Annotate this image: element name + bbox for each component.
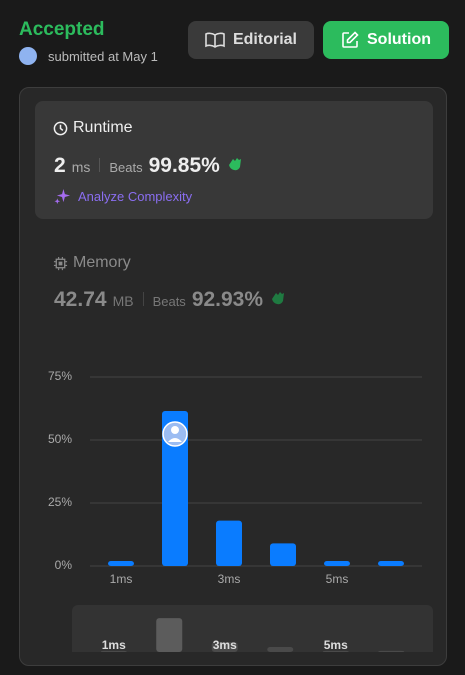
editorial-button[interactable]: Editorial <box>188 21 314 59</box>
editorial-label: Editorial <box>232 31 297 48</box>
analyze-label: Analyze Complexity <box>78 189 193 204</box>
runtime-title: Runtime <box>73 119 133 136</box>
clock-icon <box>53 121 68 135</box>
separator <box>99 158 101 172</box>
chip-icon <box>53 256 68 270</box>
navigator-label: 5ms <box>324 638 348 652</box>
y-tick-label: 50% <box>48 432 72 446</box>
navigator-label: 3ms <box>213 638 237 652</box>
solution-label: Solution <box>367 31 431 48</box>
navigator-bar <box>267 647 294 652</box>
runtime-value: 2 <box>54 154 66 177</box>
bar <box>216 520 242 566</box>
memory-header: Memory <box>53 254 131 272</box>
y-tick-label: 0% <box>55 558 73 572</box>
navigator-bar <box>322 650 349 652</box>
analyze-link[interactable]: Analyze Complexity <box>54 188 192 205</box>
range-navigator[interactable] <box>72 605 433 652</box>
memory-unit: MB <box>112 293 134 309</box>
user-marker-head <box>171 426 179 434</box>
runtime-header: Runtime <box>53 119 133 137</box>
navigator-bar <box>100 650 127 652</box>
separator <box>142 292 144 306</box>
sparkle-icon <box>54 188 71 205</box>
memory-beats-label: Beats <box>152 294 186 309</box>
solution-button[interactable]: Solution <box>323 21 449 59</box>
clap-icon <box>272 292 285 305</box>
bar <box>378 560 404 566</box>
runtime-beats-label: Beats <box>109 160 143 175</box>
memory-beats: 92.93% <box>191 288 264 311</box>
book-icon <box>205 32 225 48</box>
submitted-date: submitted at May 1 <box>48 49 158 64</box>
memory-value: 42.74 <box>54 288 107 311</box>
memory-title: Memory <box>73 254 131 271</box>
x-tick-label: 5ms <box>326 572 349 586</box>
x-tick-label: 3ms <box>218 572 241 586</box>
bar <box>162 411 188 566</box>
x-tick-label: 1ms <box>110 572 133 586</box>
y-tick-label: 25% <box>48 495 72 509</box>
user-marker-body <box>168 438 182 442</box>
runtime-stats: 2 ms Beats 99.85% <box>54 154 244 178</box>
bar <box>324 560 350 566</box>
y-tick-label: 75% <box>48 369 72 383</box>
runtime-unit: ms <box>71 159 91 175</box>
navigator-bar <box>156 618 183 652</box>
bar <box>270 543 296 566</box>
clap-icon <box>228 158 241 171</box>
runtime-beats: 99.85% <box>148 154 220 177</box>
edit-icon <box>342 31 359 48</box>
avatar[interactable] <box>19 47 37 65</box>
runtime-box[interactable] <box>35 101 433 219</box>
navigator-bar <box>211 642 238 652</box>
status: Accepted <box>19 19 105 40</box>
bar <box>108 560 134 566</box>
memory-stats: 42.74 MB Beats 92.93% <box>54 288 287 312</box>
navigator-label: 1ms <box>102 638 126 652</box>
navigator-bar <box>378 650 405 652</box>
